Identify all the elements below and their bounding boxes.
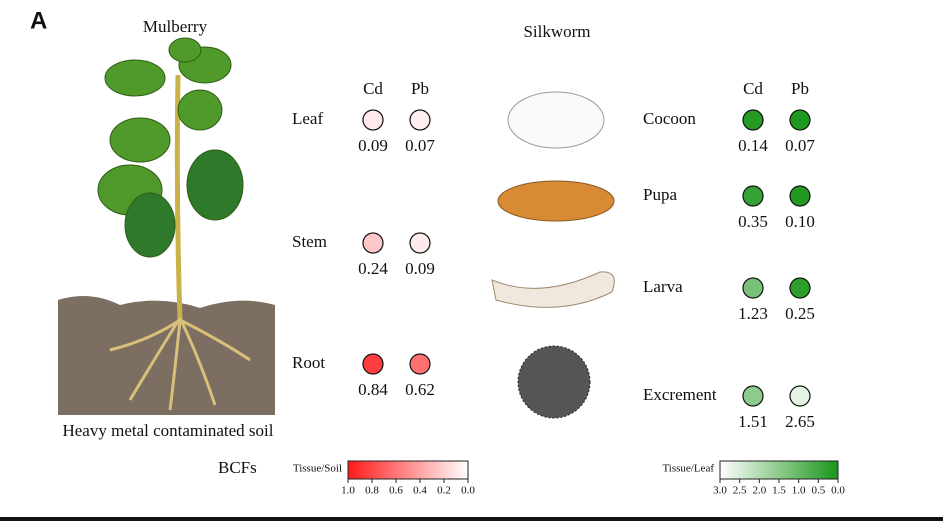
bcf-value: 0.62 <box>405 380 435 399</box>
bcf-value: 0.09 <box>405 259 435 278</box>
bcf-value: 0.10 <box>785 212 815 231</box>
row-label: Pupa <box>643 185 677 204</box>
scale-label: Tissue/Soil <box>293 463 342 475</box>
bcf-value: 0.14 <box>738 136 768 155</box>
bcf-value: 1.51 <box>738 412 768 431</box>
bcf-circle <box>742 185 764 207</box>
colorbar-tick-label: 0.6 <box>389 485 403 497</box>
bcf-value: 0.24 <box>358 259 388 278</box>
colorbar-tick-label: 2.5 <box>733 485 747 497</box>
bcf-circle <box>789 185 811 207</box>
row-label: Larva <box>643 277 683 296</box>
colorbar-tick-label: 1.0 <box>341 485 355 497</box>
bcf-circle <box>789 385 811 407</box>
bcf-value: 0.07 <box>405 136 435 155</box>
bcf-value: 2.65 <box>785 412 815 431</box>
bcf-circle <box>409 353 431 375</box>
bcf-value: 0.84 <box>358 380 388 399</box>
colorbar-tick-label: 1.0 <box>792 485 806 497</box>
bcf-value: 0.35 <box>738 212 768 231</box>
row-label: Root <box>292 353 325 372</box>
colorbar-tick-label: 3.0 <box>713 485 727 497</box>
column-header: Cd <box>743 79 763 98</box>
bcf-circle <box>409 109 431 131</box>
colorbar-tick-label: 0.2 <box>437 485 451 497</box>
bcf-value: 0.25 <box>785 304 815 323</box>
colorbar-tick-label: 2.0 <box>752 485 766 497</box>
silkworm-title: Silkworm <box>523 22 590 41</box>
row-label: Stem <box>292 232 327 251</box>
silkworm-illustrations <box>491 91 615 419</box>
divider <box>0 517 943 521</box>
scale-label: Tissue/Leaf <box>662 463 714 475</box>
colorbar-tick-label: 0.0 <box>831 485 845 497</box>
bcf-value: 0.09 <box>358 136 388 155</box>
bcf-value: 1.23 <box>738 304 768 323</box>
soil-label: Heavy metal contaminated soil <box>62 421 273 440</box>
row-label: Cocoon <box>643 109 696 128</box>
bcf-circle <box>362 109 384 131</box>
bcf-circle <box>362 353 384 375</box>
column-header: Pb <box>791 79 809 98</box>
colorbar-tick-label: 0.4 <box>413 485 427 497</box>
column-header: Cd <box>363 79 383 98</box>
bcf-circle <box>742 277 764 299</box>
bcf-circle <box>742 385 764 407</box>
bcf-circle <box>742 109 764 131</box>
legend-title: BCFs <box>218 458 257 477</box>
bcf-circle <box>789 109 811 131</box>
row-label: Leaf <box>292 109 323 128</box>
colorbar-tick-label: 0.0 <box>461 485 475 497</box>
row-label: Excrement <box>643 385 717 404</box>
leaf-colorbar <box>719 460 839 480</box>
bcf-circle <box>409 232 431 254</box>
column-header: Pb <box>411 79 429 98</box>
bcf-circle <box>362 232 384 254</box>
plant-illustration <box>58 37 275 415</box>
bcf-circle <box>789 277 811 299</box>
bcf-value: 0.07 <box>785 136 815 155</box>
soil-colorbar <box>347 460 469 480</box>
colorbar-tick-label: 1.5 <box>772 485 786 497</box>
panel-label: A <box>30 7 47 34</box>
colorbar-tick-label: 0.8 <box>365 485 379 497</box>
mulberry-title: Mulberry <box>143 17 208 36</box>
colorbar-tick-label: 0.5 <box>811 485 825 497</box>
